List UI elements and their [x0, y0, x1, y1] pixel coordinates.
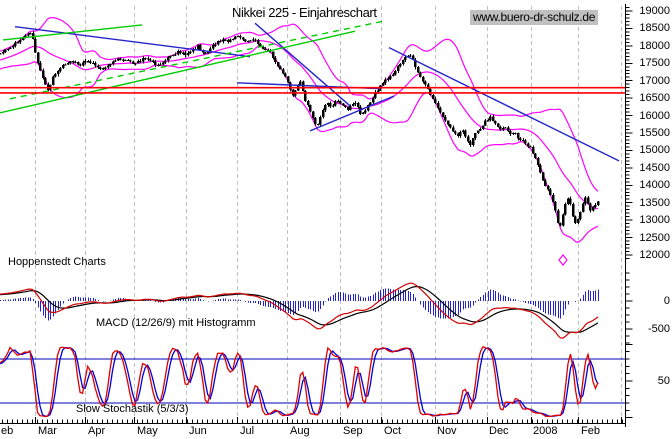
- price-tick-label: 17500: [639, 57, 670, 70]
- trend-lines: [0, 20, 620, 162]
- price-tick-label: 15000: [639, 144, 670, 157]
- month-label: Mar: [38, 425, 57, 437]
- month-label: Nov: [437, 425, 457, 437]
- price-tick-label: 14500: [639, 161, 670, 174]
- month-label: Jun: [189, 425, 207, 437]
- macd-tick-label: 0: [663, 295, 670, 307]
- macd-histogram: [0, 288, 599, 321]
- blue-trendline: [14, 25, 251, 58]
- price-tick-label: 12000: [639, 249, 670, 261]
- month-label: Feb: [581, 425, 600, 437]
- macd-panel-label: MACD (12/26/9) mit Histogramm: [96, 317, 256, 329]
- month-label: Jul: [240, 425, 255, 437]
- price-tick-label: 15500: [639, 127, 670, 139]
- month-label: Oct: [384, 425, 402, 437]
- blue-trendline: [254, 22, 351, 107]
- axes: [0, 4, 633, 427]
- month-label: eb: [1, 425, 14, 437]
- price-tick-label: 18000: [639, 39, 670, 52]
- blue-trendline: [388, 46, 620, 162]
- price-tick-label: 16000: [639, 109, 670, 122]
- price-tick-label: 13000: [639, 214, 670, 227]
- price-tick-label: 13500: [639, 196, 670, 209]
- month-label: Sep: [343, 425, 363, 437]
- watermark-badge: www.buero-dr-schulz.de: [470, 10, 599, 25]
- month-label: Apr: [88, 425, 106, 437]
- green-trendline: [9, 20, 383, 100]
- macd-lines: [0, 282, 599, 339]
- bollinger-bands: [0, 16, 599, 243]
- price-tick-label: 12500: [639, 231, 670, 244]
- macd-tick-label: -500: [647, 323, 670, 335]
- page-title: Nikkei 225 - Einjahreschart: [232, 5, 377, 20]
- price-tick-label: 14000: [639, 179, 670, 192]
- resistance-lines: [0, 86, 625, 94]
- price-tick-label: 17000: [639, 74, 670, 87]
- month-label: May: [137, 425, 158, 437]
- price-tick-label: 19000: [639, 5, 670, 17]
- green-trendline: [2, 24, 143, 41]
- stochastic-panel-label: Slow Stochastik (5/3/3): [76, 403, 189, 415]
- month-label: Dec: [489, 425, 509, 437]
- candlesticks: [0, 30, 600, 227]
- price-tick-label: 16500: [639, 92, 670, 105]
- month-label: Aug: [290, 425, 310, 437]
- price-tick-label: 18500: [639, 22, 670, 35]
- diamond-marker: [558, 254, 568, 266]
- source-label: Hoppenstedt Charts: [8, 256, 106, 268]
- blue-trendline: [309, 95, 395, 132]
- month-label: 2008: [533, 425, 558, 437]
- stochastic-tick-label: 50: [657, 375, 670, 388]
- stochastic-lines: [0, 346, 599, 418]
- green-trendline: [0, 30, 356, 114]
